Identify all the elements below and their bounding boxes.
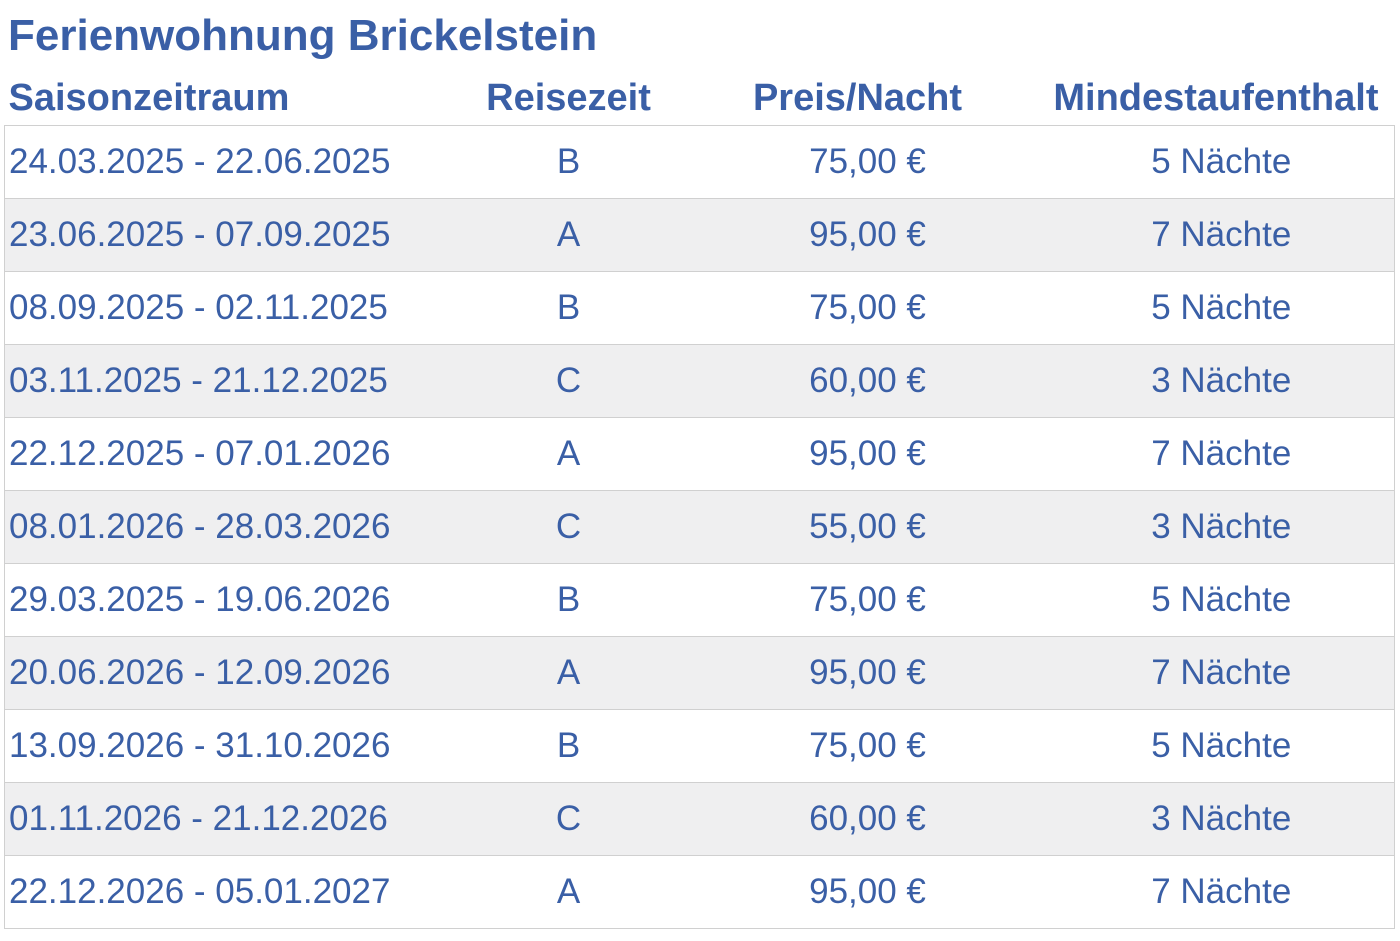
cell-travel-period: B: [470, 709, 667, 783]
cell-season: 29.03.2025 - 19.06.2026: [4, 563, 471, 637]
table-body: 24.03.2025 - 22.06.2025 B 75,00 €5 Nächte 2…: [4, 125, 1395, 929]
cell-season: 08.09.2025 - 02.11.2025: [4, 271, 471, 345]
cell-min-stay: 3 Nächte: [1048, 344, 1395, 418]
cell-min-stay: 5 Nächte: [1048, 125, 1395, 199]
cell-season: 13.09.2026 - 31.10.2026: [4, 709, 471, 783]
cell-travel-period: C: [470, 782, 667, 856]
table-row: 22.12.2025 - 07.01.2026 A 95,00 €7 Nächte: [4, 417, 1395, 491]
cell-price: 95,00 €: [666, 198, 1049, 272]
cell-min-stay: 7 Nächte: [1048, 855, 1395, 929]
cell-travel-period: A: [470, 855, 667, 929]
cell-travel-period: B: [470, 271, 667, 345]
cell-price: 60,00 €: [666, 344, 1049, 418]
cell-price: 95,00 €: [666, 417, 1049, 491]
table-row: 23.06.2025 - 07.09.2025 A 95,00 €7 Nächte: [4, 198, 1395, 272]
cell-price: 75,00 €: [666, 271, 1049, 345]
cell-season: 20.06.2026 - 12.09.2026: [4, 636, 471, 710]
cell-travel-period: B: [470, 563, 667, 637]
cell-price: 95,00 €: [666, 636, 1049, 710]
page-title: Ferienwohnung Brickelstein: [8, 11, 598, 60]
cell-travel-period: C: [470, 344, 667, 418]
cell-season: 22.12.2026 - 05.01.2027: [4, 855, 471, 929]
cell-season: 03.11.2025 - 21.12.2025: [4, 344, 471, 418]
table-row: 08.09.2025 - 02.11.2025 B 75,00 €5 Nächte: [4, 271, 1395, 345]
cell-min-stay: 3 Nächte: [1048, 782, 1395, 856]
cell-season: 22.12.2025 - 07.01.2026: [4, 417, 471, 491]
cell-min-stay: 7 Nächte: [1048, 636, 1395, 710]
table-row: 29.03.2025 - 19.06.2026 B 75,00 €5 Nächte: [4, 563, 1395, 637]
table-row: 03.11.2025 - 21.12.2025 C 60,00 €3 Nächte: [4, 344, 1395, 418]
table-header: Saisonzeitraum Reisezeit Preis/Nacht Min…: [5, 72, 1395, 126]
cell-season: 08.01.2026 - 28.03.2026: [4, 490, 471, 564]
table-row: 13.09.2026 - 31.10.2026 B 75,00 €5 Nächte: [4, 709, 1395, 783]
cell-min-stay: 5 Nächte: [1048, 563, 1395, 637]
cell-travel-period: C: [470, 490, 667, 564]
cell-min-stay: 3 Nächte: [1048, 490, 1395, 564]
cell-min-stay: 7 Nächte: [1048, 198, 1395, 272]
table-row: 01.11.2026 - 21.12.2026 C 60,00 €3 Nächte: [4, 782, 1395, 856]
column-header-season: Saisonzeitraum: [8, 77, 290, 119]
cell-price: 75,00 €: [666, 709, 1049, 783]
table-row: 24.03.2025 - 22.06.2025 B 75,00 €5 Nächte: [4, 125, 1395, 199]
cell-travel-period: A: [470, 417, 667, 491]
cell-min-stay: 5 Nächte: [1048, 271, 1395, 345]
table-row: 20.06.2026 - 12.09.2026 A 95,00 €7 Nächte: [4, 636, 1395, 710]
cell-min-stay: 7 Nächte: [1048, 417, 1395, 491]
cell-travel-period: B: [470, 125, 667, 199]
column-header-price: Preis/Nacht: [752, 77, 963, 119]
cell-season: 23.06.2025 - 07.09.2025: [4, 198, 471, 272]
cell-min-stay: 5 Nächte: [1048, 709, 1395, 783]
column-header-min-stay: Mindestaufenthalt: [1053, 77, 1379, 119]
cell-price: 60,00 €: [666, 782, 1049, 856]
cell-price: 95,00 €: [666, 855, 1049, 929]
cell-price: 75,00 €: [666, 563, 1049, 637]
cell-price: 75,00 €: [666, 125, 1049, 199]
table-row: 08.01.2026 - 28.03.2026 C 55,00 €3 Nächte: [4, 490, 1395, 564]
cell-season: 01.11.2026 - 21.12.2026: [4, 782, 471, 856]
cell-travel-period: A: [470, 636, 667, 710]
column-header-travel-period: Reisezeit: [486, 77, 651, 119]
cell-season: 24.03.2025 - 22.06.2025: [4, 125, 471, 199]
cell-travel-period: A: [470, 198, 667, 272]
cell-price: 55,00 €: [666, 490, 1049, 564]
season-price-table: Saisonzeitraum Reisezeit Preis/Nacht Min…: [4, 72, 1395, 929]
header-row: Saisonzeitraum Reisezeit Preis/Nacht Min…: [5, 72, 1395, 126]
table-row: 22.12.2026 - 05.01.2027 A 95,00 €7 Nächte: [4, 855, 1395, 929]
